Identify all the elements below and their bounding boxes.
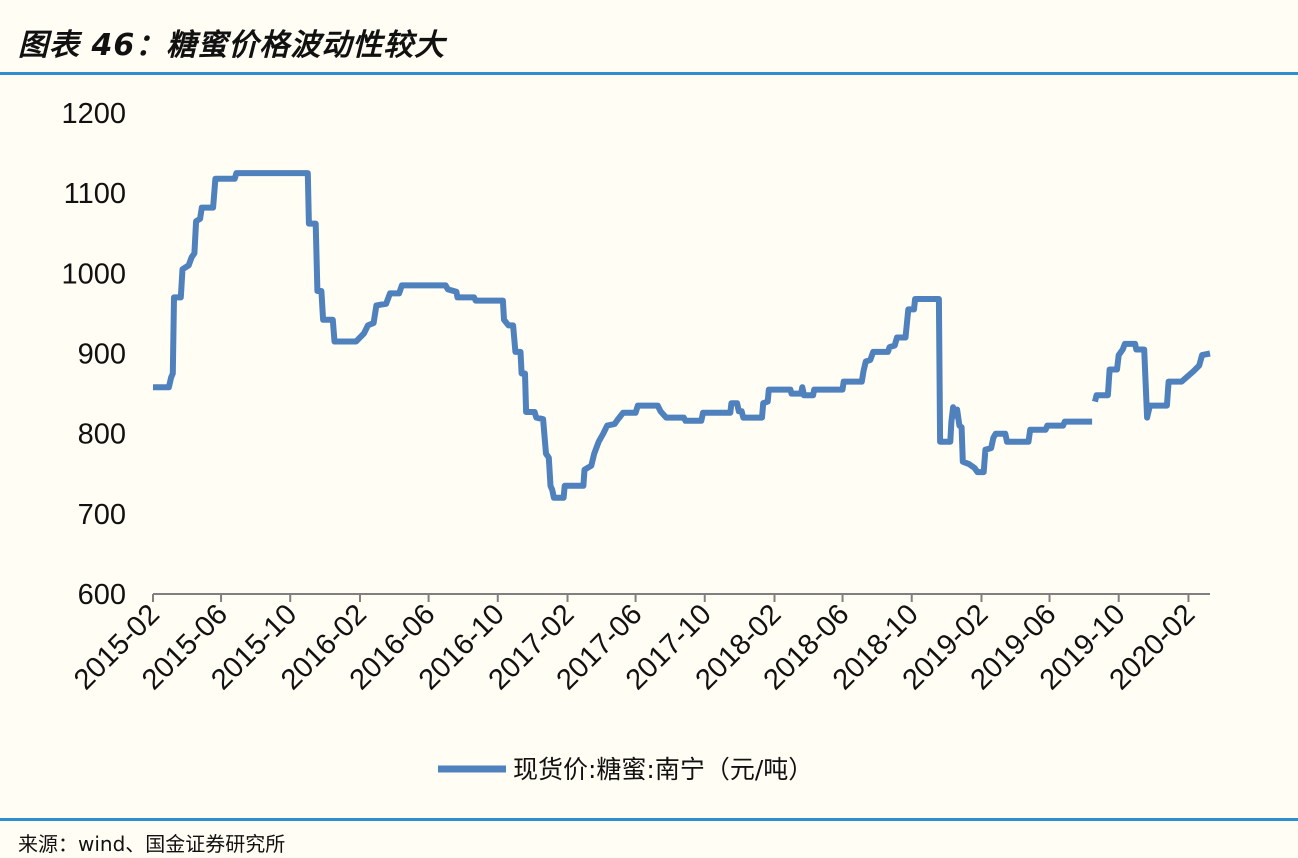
y-tick-label: 800 (78, 419, 126, 451)
y-tick-label: 700 (78, 499, 126, 531)
y-tick-label: 1200 (61, 98, 126, 130)
x-axis-ticks: 2015-022015-062015-102016-022016-062016-… (68, 594, 1201, 696)
y-tick-label: 1100 (64, 178, 126, 210)
legend-label: 现货价:糖蜜:南宁（元/吨） (513, 755, 813, 784)
source-note: 来源：wind、国金证券研究所 (18, 832, 286, 856)
y-axis-ticks: 600 700 800 900 1000 1100 1200 (61, 98, 126, 611)
y-tick-label: 900 (78, 339, 126, 371)
y-tick-label: 1000 (61, 258, 126, 290)
series-line (1092, 340, 1211, 421)
chart-area: 600 700 800 900 1000 1100 1200 2015-022015-062… (61, 98, 1211, 784)
title-divider (0, 72, 1298, 75)
source-divider (0, 818, 1298, 821)
series-line (153, 170, 1093, 501)
figure-title: 图表 46：糖蜜价格波动性较大 (18, 28, 446, 63)
series-lines (153, 170, 1211, 501)
y-tick-label: 600 (78, 579, 126, 611)
legend: 现货价:糖蜜:南宁（元/吨） (438, 755, 813, 784)
